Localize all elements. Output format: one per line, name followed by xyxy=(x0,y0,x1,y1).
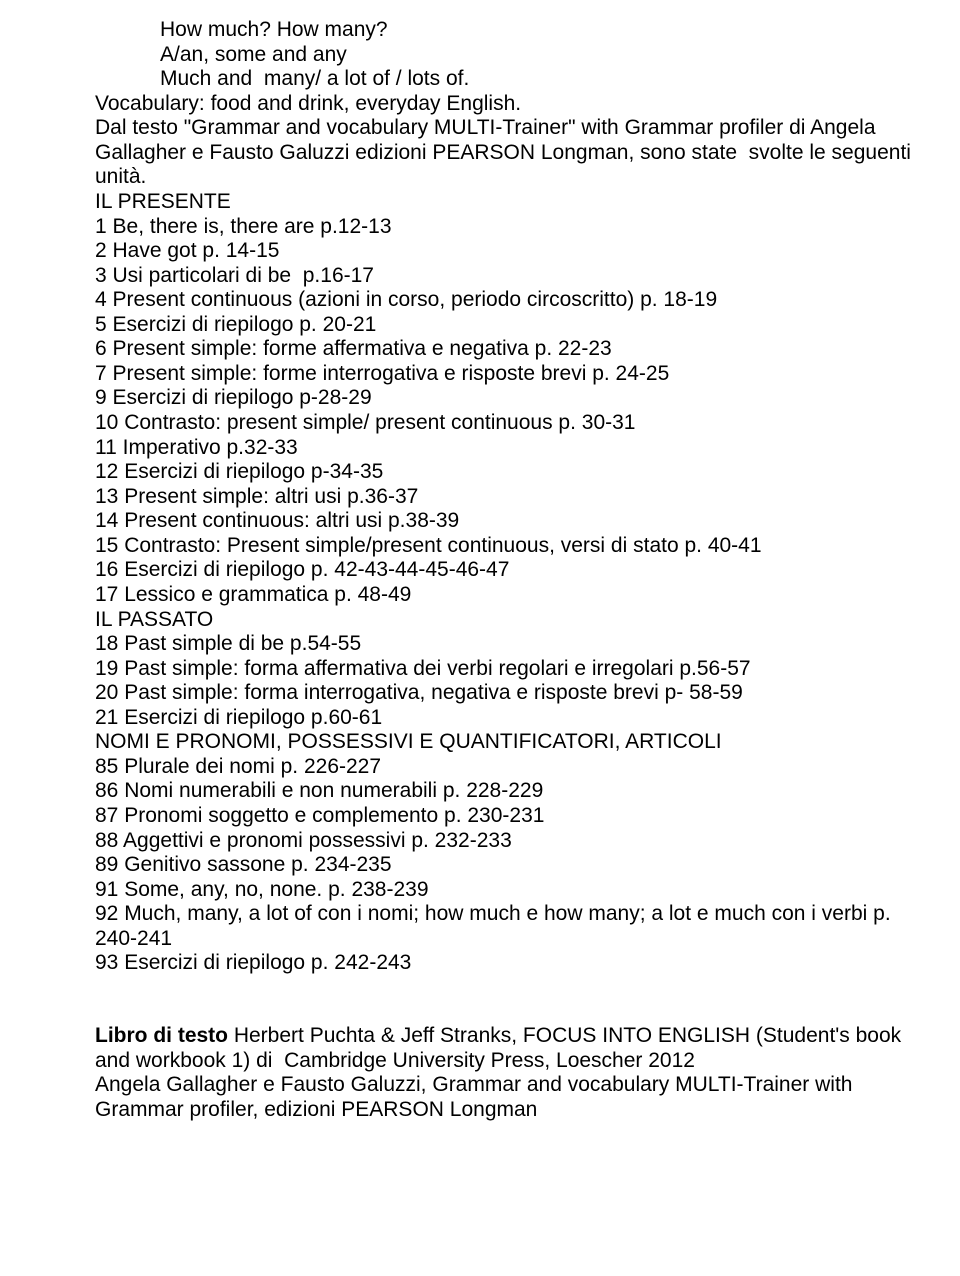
unit-line: 88 Aggettivi e pronomi possessivi p. 232… xyxy=(95,829,952,854)
unit-line: 93 Esercizi di riepilogo p. 242-243 xyxy=(95,951,952,976)
unit-line: IL PASSATO xyxy=(95,608,952,633)
unit-line: 1 Be, there is, there are p.12-13 xyxy=(95,215,952,240)
unit-line: 6 Present simple: forme affermativa e ne… xyxy=(95,337,952,362)
unit-line: 11 Imperativo p.32-33 xyxy=(95,436,952,461)
unit-line: 15 Contrasto: Present simple/present con… xyxy=(95,534,952,559)
intro-block: How much? How many? A/an, some and any M… xyxy=(95,18,952,92)
textbook-line: Libro di testo Herbert Puchta & Jeff Str… xyxy=(95,1024,952,1049)
spacer xyxy=(95,976,952,1024)
unit-line: 4 Present continuous (azioni in corso, p… xyxy=(95,288,952,313)
unit-line: 7 Present simple: forme interrogativa e … xyxy=(95,362,952,387)
unit-line: 3 Usi particolari di be p.16-17 xyxy=(95,264,952,289)
unit-line: 240-241 xyxy=(95,927,952,952)
unit-line: 9 Esercizi di riepilogo p-28-29 xyxy=(95,386,952,411)
textbook-line: Angela Gallagher e Fausto Galuzzi, Gramm… xyxy=(95,1073,952,1098)
textbook-block: Libro di testo Herbert Puchta & Jeff Str… xyxy=(95,1024,952,1122)
intro-line: Much and many/ a lot of / lots of. xyxy=(160,67,952,92)
unit-line: 92 Much, many, a lot of con i nomi; how … xyxy=(95,902,952,927)
unit-line: 13 Present simple: altri usi p.36-37 xyxy=(95,485,952,510)
intro-line: How much? How many? xyxy=(160,18,952,43)
unit-line: 18 Past simple di be p.54-55 xyxy=(95,632,952,657)
unit-line: 20 Past simple: forma interrogativa, neg… xyxy=(95,681,952,706)
unit-line: 12 Esercizi di riepilogo p-34-35 xyxy=(95,460,952,485)
source-line: Gallagher e Fausto Galuzzi edizioni PEAR… xyxy=(95,141,952,166)
unit-line: 85 Plurale dei nomi p. 226-227 xyxy=(95,755,952,780)
unit-line: 86 Nomi numerabili e non numerabili p. 2… xyxy=(95,779,952,804)
unit-line: IL PRESENTE xyxy=(95,190,952,215)
unit-line: 91 Some, any, no, none. p. 238-239 xyxy=(95,878,952,903)
textbook-text: Herbert Puchta & Jeff Stranks, FOCUS INT… xyxy=(228,1024,901,1047)
unit-line: 14 Present continuous: altri usi p.38-39 xyxy=(95,509,952,534)
document-page: How much? How many? A/an, some and any M… xyxy=(0,0,960,1162)
textbook-label: Libro di testo xyxy=(95,1024,228,1047)
source-line: Dal testo "Grammar and vocabulary MULTI-… xyxy=(95,116,952,141)
unit-line: 87 Pronomi soggetto e complemento p. 230… xyxy=(95,804,952,829)
unit-line: 17 Lessico e grammatica p. 48-49 xyxy=(95,583,952,608)
unit-line: 89 Genitivo sassone p. 234-235 xyxy=(95,853,952,878)
unit-line: 2 Have got p. 14-15 xyxy=(95,239,952,264)
source-line: unità. xyxy=(95,165,952,190)
unit-line: 16 Esercizi di riepilogo p. 42-43-44-45-… xyxy=(95,558,952,583)
vocab-line: Vocabulary: food and drink, everyday Eng… xyxy=(95,92,952,117)
unit-line: 21 Esercizi di riepilogo p.60-61 xyxy=(95,706,952,731)
intro-line: A/an, some and any xyxy=(160,43,952,68)
unit-line: 5 Esercizi di riepilogo p. 20-21 xyxy=(95,313,952,338)
unit-line: NOMI E PRONOMI, POSSESSIVI E QUANTIFICAT… xyxy=(95,730,952,755)
textbook-line: Grammar profiler, edizioni PEARSON Longm… xyxy=(95,1098,952,1123)
unit-line: 10 Contrasto: present simple/ present co… xyxy=(95,411,952,436)
unit-line: 19 Past simple: forma affermativa dei ve… xyxy=(95,657,952,682)
textbook-line: and workbook 1) di Cambridge University … xyxy=(95,1049,952,1074)
